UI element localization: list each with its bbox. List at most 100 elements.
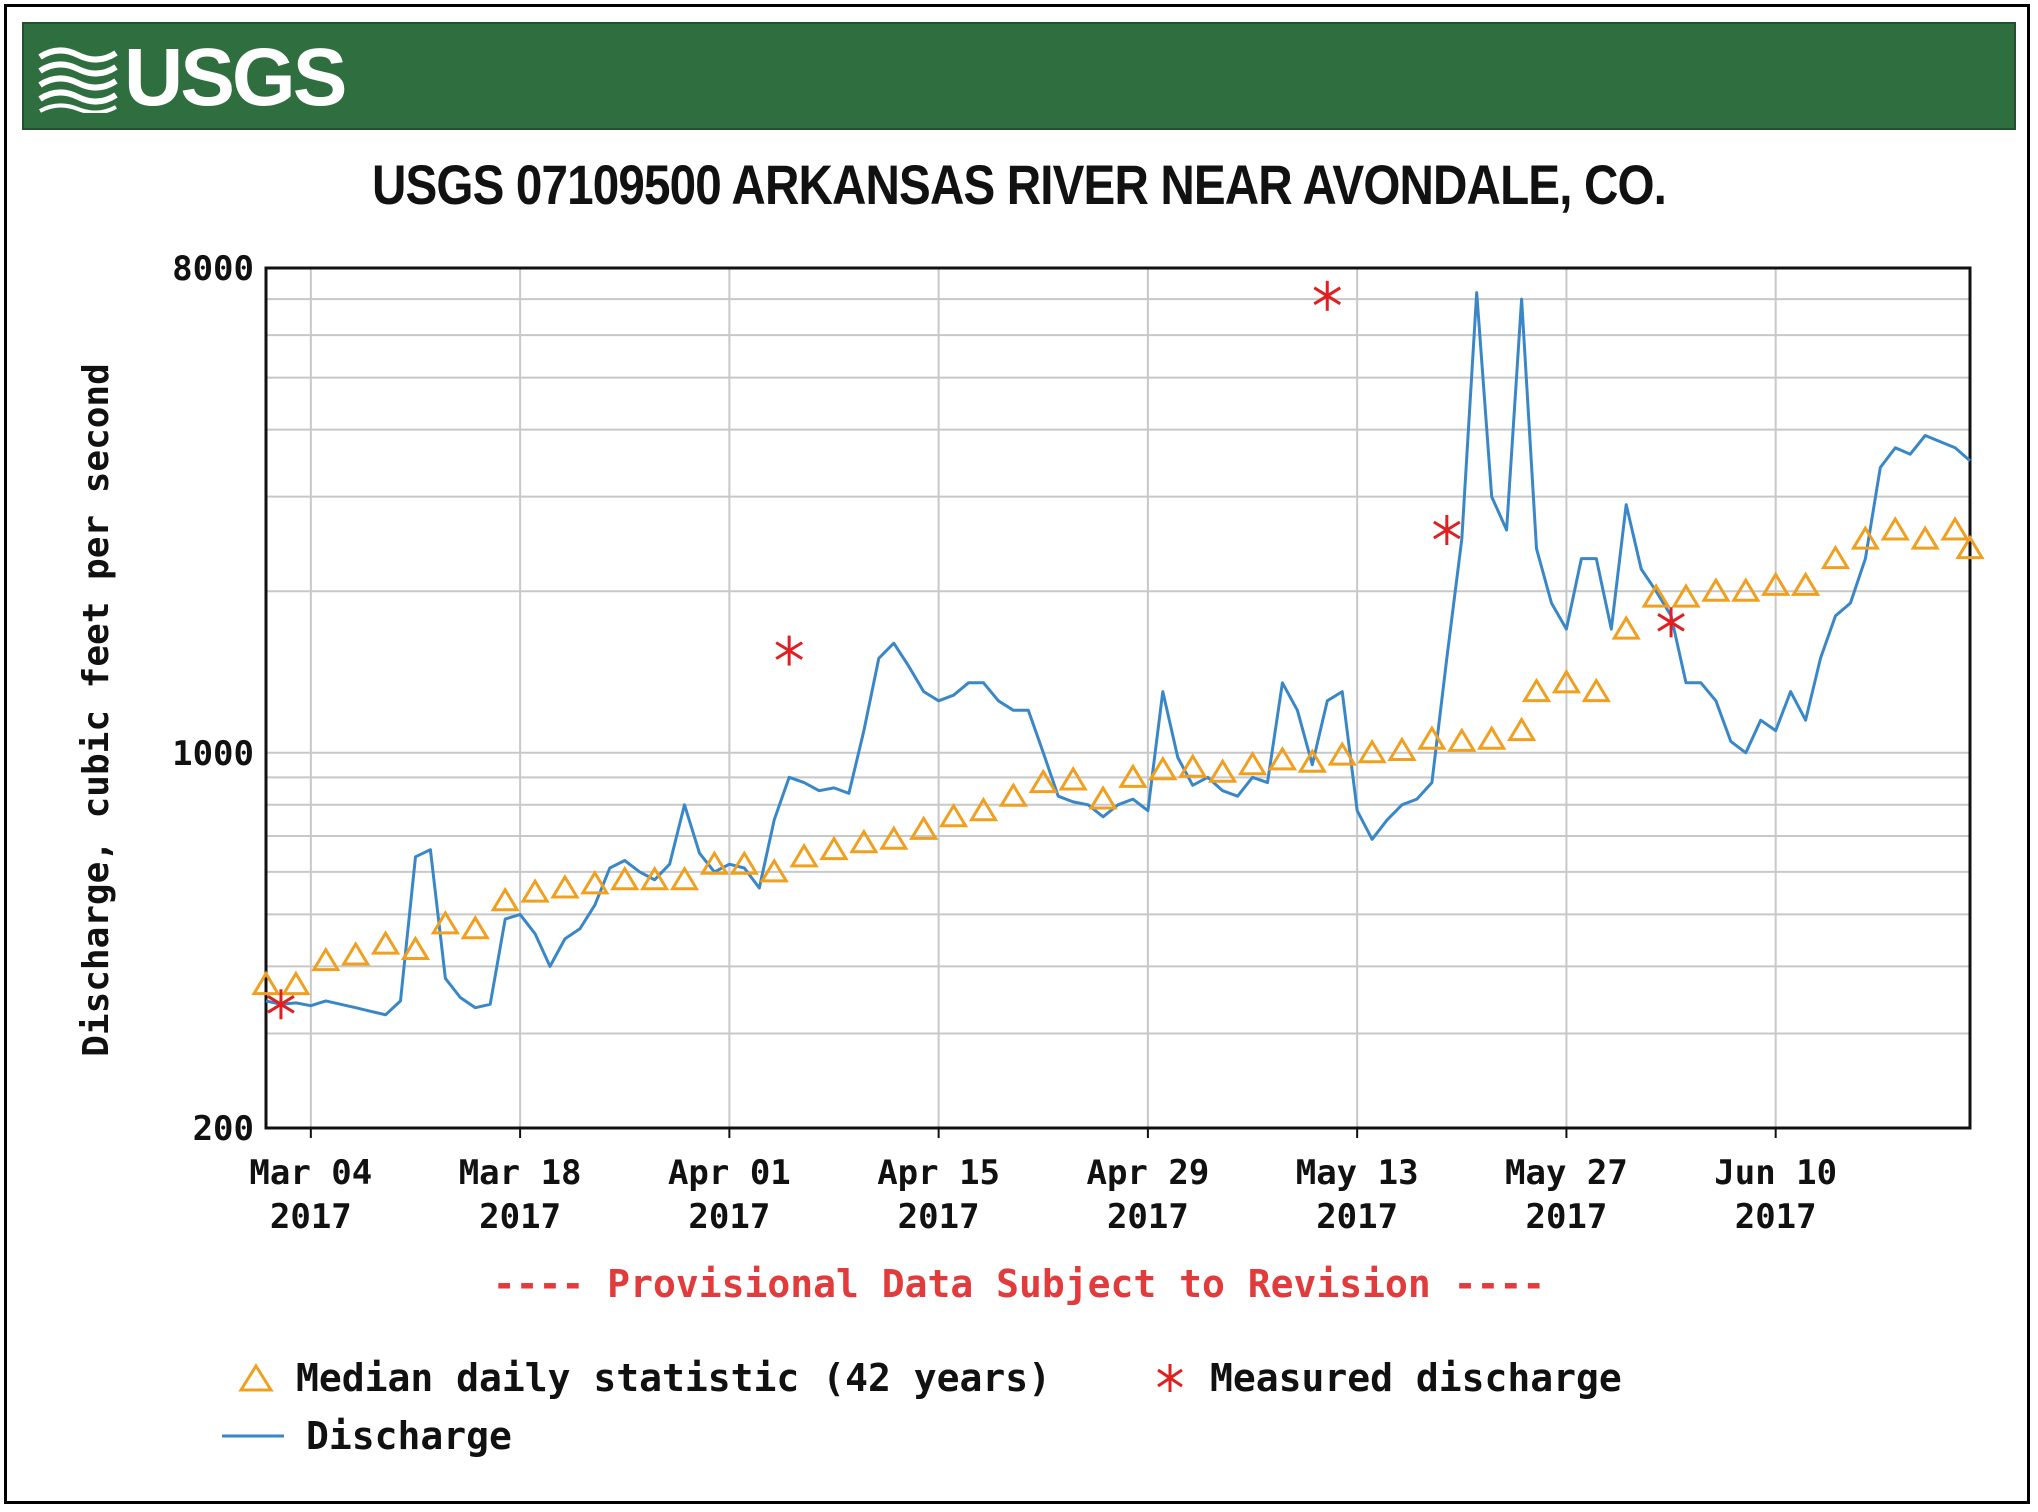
- median-triangle-marker: [1357, 738, 1387, 764]
- provisional-data-note: ---- Provisional Data Subject to Revisio…: [492, 1262, 1546, 1306]
- median-triangle-marker: [370, 930, 401, 955]
- median-triangle-marker: [460, 914, 490, 940]
- y-tick-label: 8000: [172, 249, 254, 289]
- median-triangle-marker: [1506, 716, 1537, 742]
- median-triangle-marker: [610, 865, 640, 891]
- median-triangle-marker: [1551, 668, 1582, 694]
- usgs-header-bar: USGS: [22, 22, 2016, 130]
- y-tick-label: 1000: [172, 734, 254, 774]
- plot-border: [264, 266, 1972, 1130]
- median-triangle-marker: [699, 850, 730, 875]
- x-tick-label: Jun 10: [1714, 1153, 1837, 1193]
- chart-frame: [4, 4, 2030, 1504]
- median-triangle-marker: [550, 874, 580, 899]
- median-triangle-marker: [1955, 534, 1985, 560]
- line-icon: [222, 1434, 284, 1438]
- measured-asterisk-marker: [1313, 280, 1342, 311]
- median-triangle-marker: [1701, 577, 1731, 602]
- x-tick-year-label: 2017: [1735, 1197, 1817, 1237]
- legend-median: Median daily statistic (42 years): [238, 1356, 1051, 1400]
- median-triangle-marker: [1207, 758, 1238, 783]
- median-triangle-marker: [1641, 583, 1671, 608]
- median-triangle-marker: [938, 802, 969, 828]
- measured-asterisk-marker: [1657, 607, 1685, 638]
- median-triangle-marker: [1820, 544, 1851, 570]
- median-triangle-marker: [281, 970, 311, 996]
- legend-measured: Measured discharge: [1152, 1356, 1622, 1400]
- median-triangle-marker: [1521, 677, 1552, 703]
- median-triangle-marker: [1387, 736, 1417, 761]
- median-triangle-marker: [1088, 785, 1118, 810]
- x-tick-label: Apr 01: [668, 1153, 791, 1193]
- x-tick-year-label: 2017: [898, 1197, 980, 1237]
- x-tick-label: Apr 29: [1086, 1153, 1209, 1193]
- median-triangle-marker: [341, 941, 371, 966]
- median-triangle-marker: [669, 865, 700, 891]
- median-triangle-marker: [909, 815, 939, 840]
- legend-discharge-label: Discharge: [306, 1414, 512, 1458]
- x-tick-label: Mar 04: [249, 1153, 372, 1193]
- median-triangle-marker: [639, 865, 670, 891]
- median-triangle-marker: [1327, 741, 1357, 766]
- median-triangle-marker: [1611, 615, 1641, 640]
- median-triangle-marker: [1148, 755, 1178, 781]
- usgs-logo[interactable]: USGS: [38, 32, 347, 123]
- usgs-logo-text: USGS: [124, 32, 347, 123]
- median-triangle-marker: [400, 935, 431, 961]
- x-tick-year-label: 2017: [1316, 1197, 1398, 1237]
- x-tick-year-label: 2017: [479, 1197, 561, 1237]
- x-tick-year-label: 2017: [688, 1197, 770, 1237]
- median-triangle-marker: [819, 835, 849, 861]
- median-triangle-marker: [1731, 577, 1761, 602]
- x-tick-year-label: 2017: [1525, 1197, 1607, 1237]
- median-triangle-marker: [1178, 753, 1208, 778]
- median-triangle-marker: [1910, 525, 1940, 550]
- measured-asterisk-marker: [775, 635, 803, 666]
- legend-measured-label: Measured discharge: [1210, 1356, 1622, 1400]
- median-triangle-marker: [1237, 750, 1268, 776]
- usgs-wave-icon: [38, 43, 118, 113]
- median-triangle-marker: [1477, 725, 1507, 750]
- median-triangle-marker: [729, 850, 759, 875]
- median-triangle-marker: [490, 886, 520, 912]
- median-triangle-marker: [1028, 768, 1058, 794]
- median-triangle-marker: [998, 782, 1029, 807]
- median-triangle-marker: [1850, 525, 1881, 550]
- median-triangle-marker: [1417, 725, 1447, 750]
- series-layer: [251, 280, 1985, 1020]
- triangle-icon: [238, 1363, 274, 1392]
- x-tick-year-label: 2017: [270, 1197, 352, 1237]
- measured-asterisk-marker: [267, 989, 295, 1020]
- median-triangle-marker: [789, 842, 819, 868]
- median-triangle-marker: [1297, 748, 1327, 773]
- legend-median-label: Median daily statistic (42 years): [296, 1356, 1051, 1400]
- y-tick-label: 200: [193, 1109, 254, 1149]
- median-triangle-marker: [1940, 516, 1970, 541]
- median-triangle-marker: [1267, 745, 1298, 771]
- y-axis-label: Discharge, cubic feet per second: [76, 363, 117, 1057]
- median-triangle-marker: [1790, 571, 1821, 596]
- median-triangle-marker: [1671, 583, 1701, 608]
- x-tick-year-label: 2017: [1107, 1197, 1189, 1237]
- median-triangle-marker: [580, 869, 610, 895]
- median-triangle-marker: [1581, 677, 1611, 703]
- asterisk-icon: [1157, 1364, 1183, 1392]
- discharge-line: [265, 291, 1971, 1017]
- median-triangle-marker: [1058, 766, 1088, 791]
- median-triangle-marker: [311, 946, 341, 972]
- chart-title: USGS 07109500 ARKANSAS RIVER NEAR AVONDA…: [371, 153, 1667, 216]
- median-triangle-marker: [879, 825, 909, 850]
- median-triangle-marker: [968, 796, 999, 822]
- legend-discharge: Discharge: [222, 1414, 512, 1458]
- median-triangle-marker: [759, 857, 789, 883]
- x-tick-label: May 27: [1505, 1153, 1628, 1193]
- median-triangle-marker: [1118, 763, 1148, 788]
- median-triangle-marker: [520, 878, 550, 903]
- median-triangle-marker: [1447, 727, 1477, 752]
- median-triangle-marker: [430, 909, 461, 935]
- x-tick-label: Mar 18: [459, 1153, 582, 1193]
- x-tick-label: May 13: [1296, 1153, 1419, 1193]
- measured-asterisk-marker: [1433, 515, 1461, 546]
- x-tick-label: Apr 15: [877, 1153, 1000, 1193]
